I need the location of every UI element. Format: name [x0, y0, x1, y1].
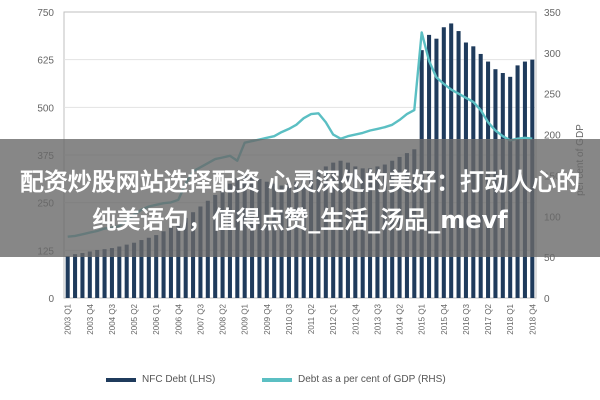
legend-item-nfc-debt: NFC Debt (LHS) — [106, 374, 215, 385]
overlay-title-line1: 配资炒股网站选择配资 心灵深处的美好：打动人心的 — [19, 168, 581, 196]
legend-swatch-line — [262, 377, 292, 382]
right-axis-tick-label: 0 — [544, 294, 550, 305]
left-axis-tick-label: 625 — [37, 56, 54, 67]
right-axis-tick-label: 200 — [544, 131, 561, 142]
x-tick-label: 2015 Q4 — [440, 303, 449, 334]
legend: NFC Debt (LHS) Debt as a per cent of GDP… — [0, 374, 600, 394]
bar-nfc-debt — [176, 223, 181, 298]
bar-nfc-debt — [161, 231, 166, 298]
x-tick-label: 2007 Q3 — [196, 303, 205, 334]
x-tick-label: 2018 Q1 — [506, 303, 515, 334]
x-tick-label: 2013 Q3 — [373, 303, 382, 334]
bar-nfc-debt — [65, 256, 70, 298]
x-tick-label: 2004 Q3 — [108, 303, 117, 334]
bar-nfc-debt — [117, 246, 122, 298]
x-tick-label: 2018 Q4 — [528, 303, 537, 334]
left-axis-tick-label: 750 — [37, 8, 54, 19]
overlay-title-line2: 纯美语句，值得点赞_生活_汤品_mevf — [92, 206, 508, 234]
x-tick-label: 2003 Q1 — [64, 303, 73, 334]
right-axis-tick-label: 250 — [544, 90, 561, 101]
x-tick-label: 2010 Q3 — [285, 303, 294, 334]
bar-nfc-debt — [132, 242, 137, 298]
x-tick-label: 2009 Q4 — [263, 303, 272, 334]
right-axis-tick-label: 50 — [544, 253, 556, 264]
right-axis-tick-label: 300 — [544, 49, 561, 60]
bar-nfc-debt — [102, 249, 107, 298]
x-tick-label: 2005 Q2 — [130, 303, 139, 334]
x-tick-label: 2006 Q1 — [152, 303, 161, 334]
x-tick-label: 2016 Q3 — [462, 303, 471, 334]
bar-nfc-debt — [95, 249, 100, 298]
x-tick-label: 2003 Q4 — [86, 303, 95, 334]
watermark-overlay: 配资炒股网站选择配资 心灵深处的美好：打动人心的 纯美语句，值得点赞_生活_汤品… — [0, 139, 600, 257]
legend-item-debt-ratio: Debt as a per cent of GDP (RHS) — [262, 374, 446, 385]
x-tick-label: 2012 Q1 — [329, 303, 338, 334]
x-tick-label: 2009 Q1 — [241, 303, 250, 334]
x-tick-label: 2012 Q4 — [351, 303, 360, 334]
bar-nfc-debt — [124, 244, 129, 298]
bar-nfc-debt — [168, 227, 173, 298]
left-axis-tick-label: 0 — [48, 294, 54, 305]
x-tick-label: 2014 Q2 — [396, 303, 405, 334]
bar-nfc-debt — [154, 235, 159, 298]
legend-label-nfc-debt: NFC Debt (LHS) — [142, 374, 216, 385]
bar-nfc-debt — [183, 217, 188, 298]
bar-nfc-debt — [73, 254, 78, 298]
bar-nfc-debt — [87, 251, 92, 298]
x-tick-label: 2015 Q1 — [418, 303, 427, 334]
bar-nfc-debt — [80, 253, 85, 298]
bar-nfc-debt — [109, 248, 114, 298]
right-axis-tick-label: 350 — [544, 8, 561, 19]
x-tick-label: 2006 Q4 — [174, 303, 183, 334]
legend-swatch-bar — [106, 377, 136, 382]
legend-label-debt-ratio: Debt as a per cent of GDP (RHS) — [298, 374, 446, 385]
x-tick-label: 2008 Q2 — [219, 303, 228, 334]
x-tick-label: 2011 Q2 — [307, 303, 316, 334]
bar-nfc-debt — [146, 237, 151, 298]
bar-nfc-debt — [139, 240, 144, 298]
x-tick-label: 2017 Q2 — [484, 303, 493, 334]
left-axis-tick-label: 500 — [37, 103, 54, 114]
